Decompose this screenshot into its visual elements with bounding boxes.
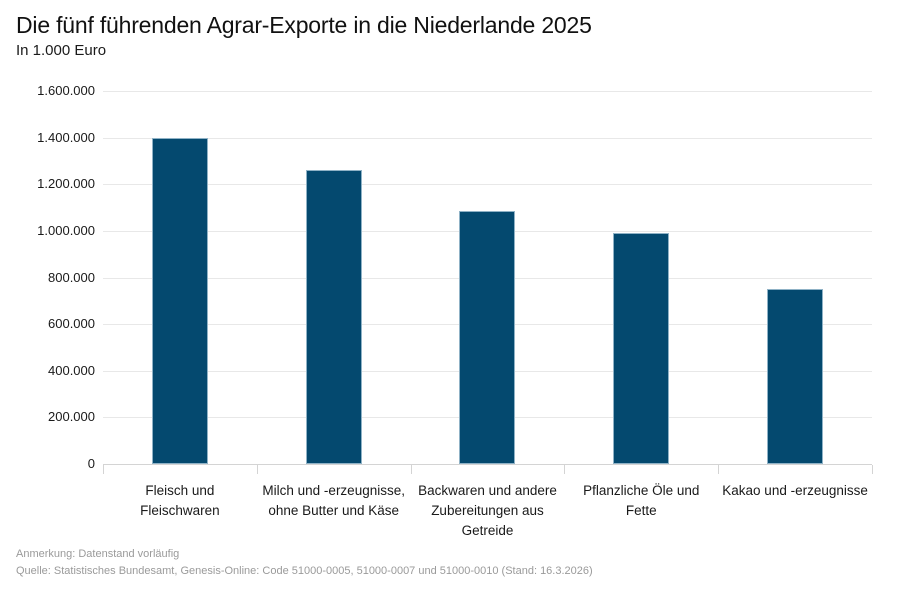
x-axis-tick [718, 465, 720, 474]
bar-slot [411, 91, 565, 464]
x-axis-category-label-line: Pflanzliche Öle und [583, 483, 700, 498]
chart-subtitle: In 1.000 Euro [16, 42, 107, 59]
x-axis-tick [410, 465, 412, 474]
y-axis-tick-label: 1.600.000 [37, 83, 95, 98]
chart-header: Die fünf führenden Agrar-Exporte in die … [16, 10, 886, 61]
gridline [103, 137, 872, 139]
bar-series [103, 91, 872, 464]
bar[interactable] [767, 289, 824, 464]
y-axis-tick-label: 800.000 [48, 269, 95, 285]
bar-slot [564, 91, 718, 464]
y-axis-tick-label: 200.000 [48, 409, 95, 425]
x-axis-category-label: Fleisch und Fleischwaren [103, 481, 257, 521]
x-axis-tick [564, 465, 566, 474]
x-axis-category-label-line: Kakao und -erzeugnisse [722, 483, 868, 498]
bar[interactable] [151, 137, 208, 464]
y-axis-tick-label: 1.000.000 [37, 222, 95, 238]
y-axis-tick-label: 600.000 [48, 316, 95, 332]
x-axis-category-label-line: ohne Butter und Käse [268, 503, 399, 518]
x-axis-category-label: Kakao und -erzeugnisse [718, 481, 872, 501]
x-axis-category-label-line: Backwaren und andere [418, 483, 557, 498]
bar-slot [718, 91, 872, 464]
x-axis-line [103, 464, 872, 465]
x-axis-category-label: Pflanzliche Öle und Fette [564, 481, 718, 521]
x-axis-category-label-line: Getreide [461, 523, 514, 538]
x-axis-category-label-line: Fleisch und [145, 483, 215, 498]
x-axis-labels: Fleisch und Fleischwaren Milch und -erzeug… [103, 481, 872, 551]
page-title: Die fünf führenden Agrar-Exporte in die … [16, 12, 592, 38]
footnotes: Anmerkung: Datenstand vorläufig Quelle: … [16, 546, 886, 580]
footnote-source: Quelle: Statistisches Bundesamt, Genesis… [16, 565, 593, 577]
x-axis-category-label-line: Zubereitungen aus [431, 503, 544, 518]
bar[interactable] [613, 233, 670, 464]
y-axis-tick-label: 0 [87, 456, 95, 471]
gridline [103, 91, 872, 92]
x-axis-tick [256, 465, 258, 474]
y-axis-tick-label: 400.000 [48, 362, 95, 378]
x-axis-category-label: Backwaren und andere Zubereitungen aus Get… [411, 481, 565, 541]
x-axis-tick [103, 465, 104, 474]
x-axis-tick [872, 465, 873, 474]
y-axis-tick-label: 1.200.000 [37, 176, 95, 192]
y-axis-tick-label: 1.400.000 [37, 129, 95, 145]
footnote-note: Anmerkung: Datenstand vorläufig [16, 548, 180, 560]
bar[interactable] [459, 211, 516, 464]
x-axis-category-label: Milch und -erzeugnisse, ohne Butter und K… [257, 481, 411, 521]
bar-slot [103, 91, 257, 464]
x-axis-category-label-line: Fette [625, 503, 657, 518]
gridline [103, 184, 872, 186]
x-axis-category-label-line: Milch und -erzeugnisse, [262, 483, 405, 498]
x-axis-category-label-line: Fleischwaren [140, 503, 220, 518]
bar[interactable] [305, 170, 362, 464]
bar-slot [257, 91, 411, 464]
